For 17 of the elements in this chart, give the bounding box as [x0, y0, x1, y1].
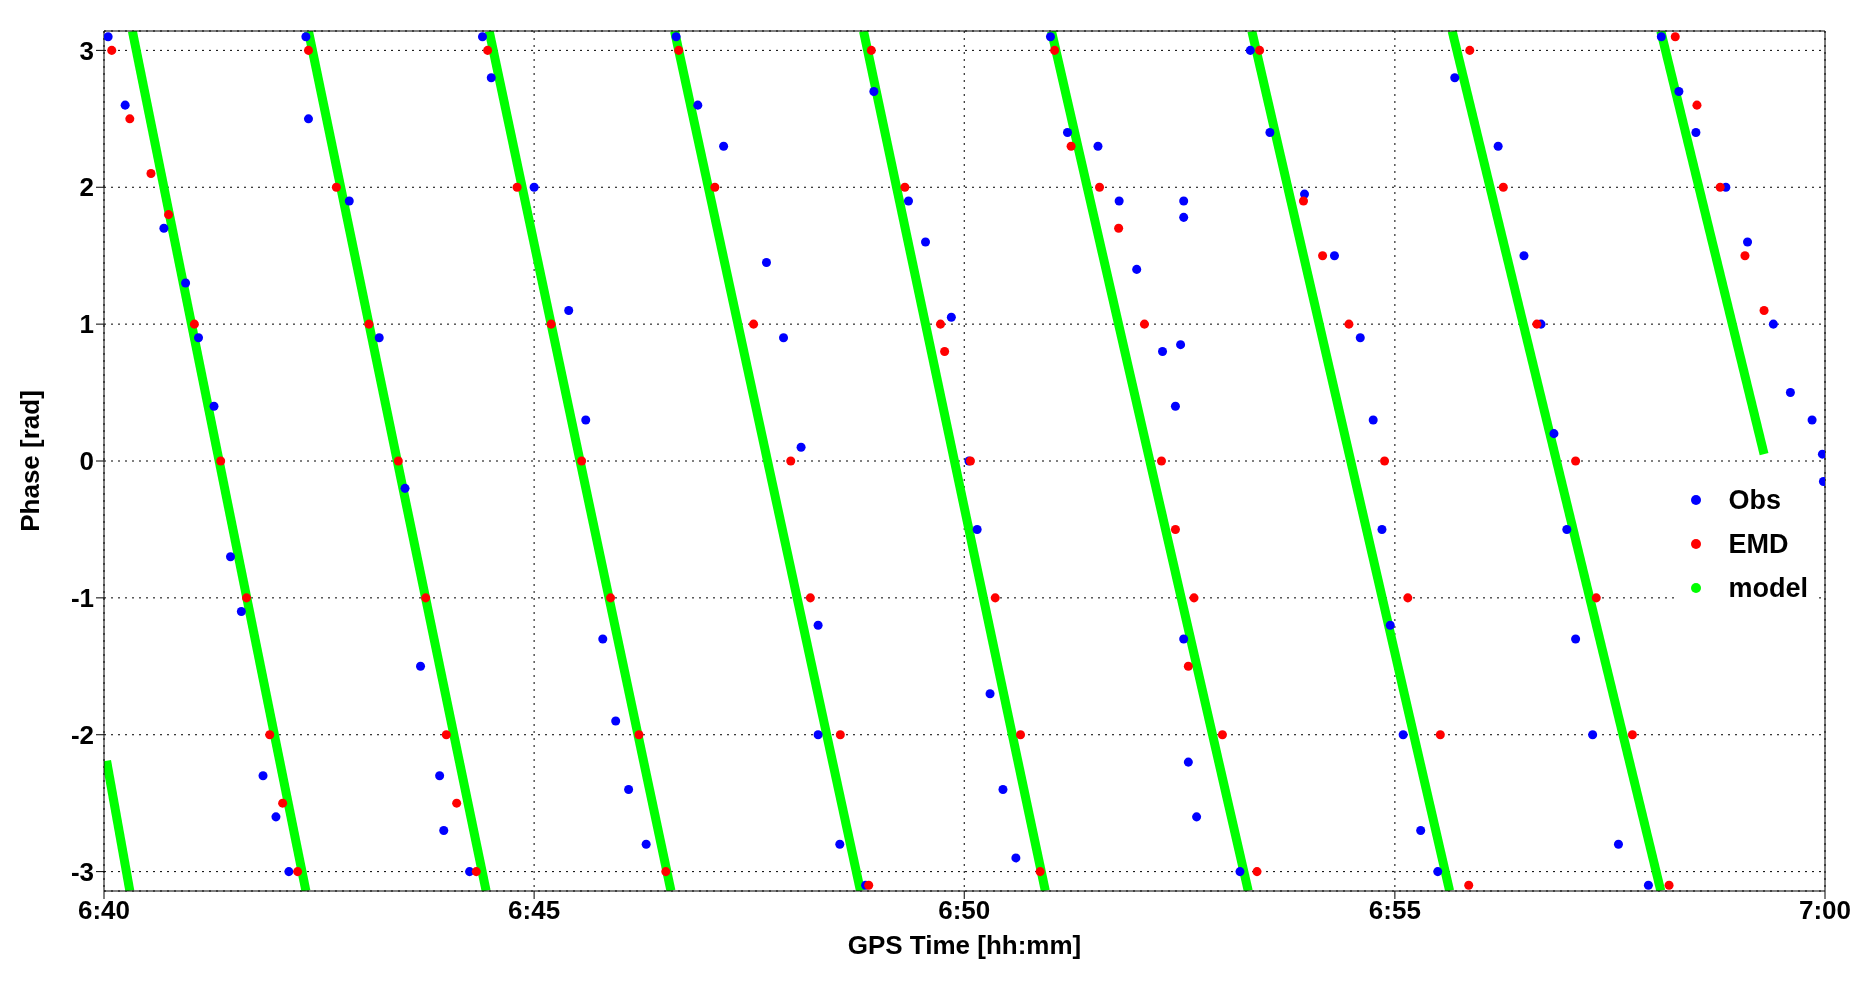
x-tick-label: 6:55 — [1368, 895, 1421, 926]
legend-label: model — [1728, 572, 1808, 604]
y-tick-label: 1 — [79, 309, 94, 340]
x-tick-label: 6:50 — [938, 895, 991, 926]
x-tick-label: 6:40 — [77, 895, 131, 926]
y-tick-label: 0 — [79, 446, 94, 477]
x-axis-title: GPS Time [hh:mm] — [847, 930, 1082, 960]
y-axis-title: Phase [rad] — [15, 390, 46, 532]
y-tick-label: -3 — [70, 856, 94, 887]
y-tick-label: 2 — [79, 172, 94, 203]
y-tick-label: -1 — [70, 583, 94, 614]
x-tick-label: 7:00 — [1798, 895, 1852, 926]
y-tick-label: 3 — [79, 35, 94, 66]
y-tick-label: -2 — [70, 719, 94, 750]
x-tick-label: 6:45 — [508, 895, 561, 926]
legend-label: EMD — [1728, 528, 1789, 560]
legend-label: Obs — [1728, 484, 1781, 516]
